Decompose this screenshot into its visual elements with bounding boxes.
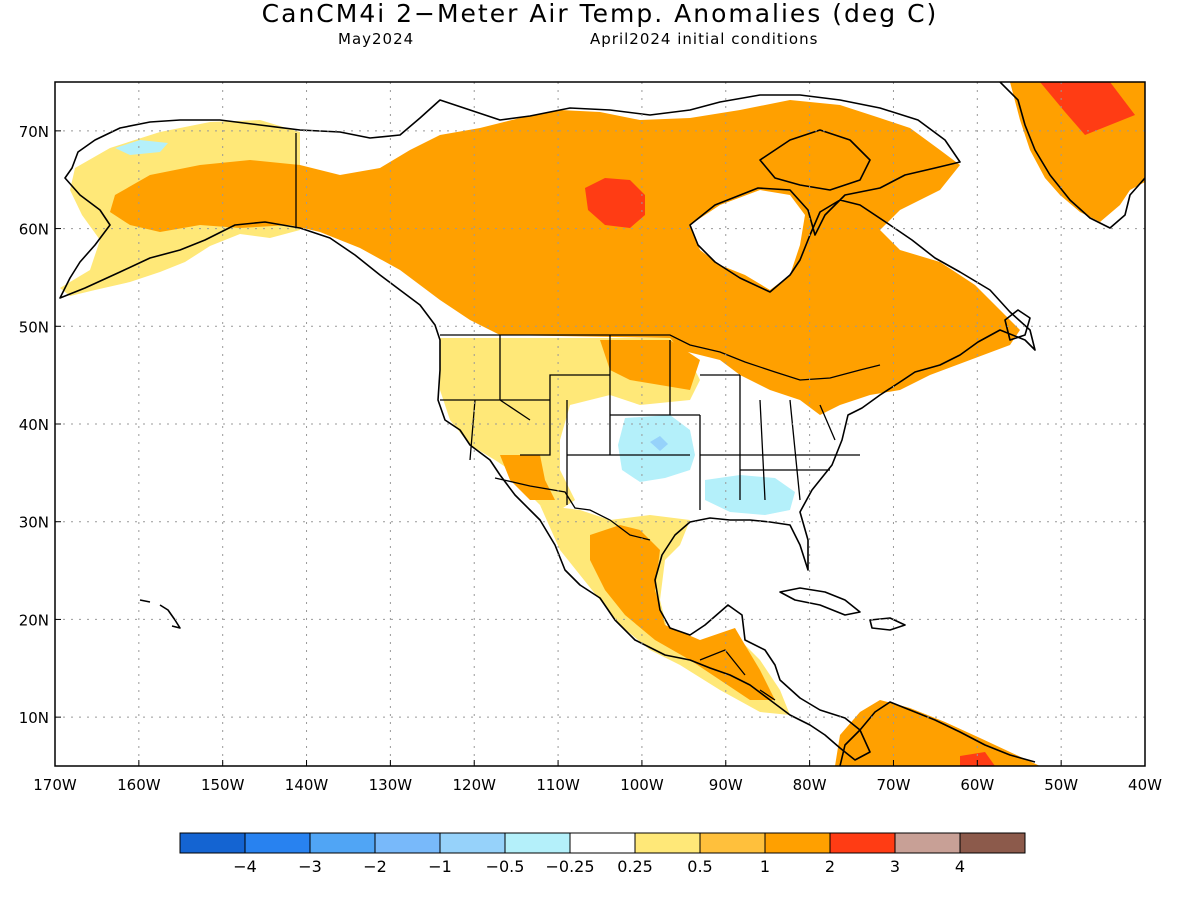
boundary-us-states (440, 335, 860, 510)
lon-tick-label: 50W (1044, 776, 1078, 794)
lat-tick-label: 40N (19, 416, 49, 434)
lat-tick-label: 70N (19, 123, 49, 141)
legend-label: 4 (955, 857, 965, 876)
legend-label: 2 (825, 857, 835, 876)
legend-label: −2 (363, 857, 387, 876)
coastlines (59, 82, 1145, 766)
lon-tick-label: 170W (33, 776, 77, 794)
lon-tick-label: 70W (877, 776, 911, 794)
lon-tick-label: 40W (1128, 776, 1162, 794)
legend-label: 0.25 (617, 857, 653, 876)
lat-tick-labels: 70N 60N 50N 40N 30N 20N 10N (19, 123, 61, 727)
lon-tick-label: 160W (117, 776, 161, 794)
anomaly-area-venezuela-max (960, 752, 995, 766)
anomaly-area-canada (110, 100, 1020, 415)
coastline-north-america (59, 94, 1036, 761)
lon-tick-label: 120W (452, 776, 496, 794)
legend-label: 1 (760, 857, 770, 876)
legend-swatch (569, 832, 636, 854)
initial-conditions-label: April2024 initial conditions (590, 30, 819, 48)
color-legend: −4 −3 −2 −1 −0.5 −0.25 0.25 0.5 1 2 3 4 (179, 832, 1026, 876)
legend-swatch (309, 832, 376, 854)
anomaly-area-mexico (590, 525, 775, 700)
coastline-cuba (779, 587, 861, 616)
legend-swatch (764, 832, 831, 854)
anomaly-area-southeast-cool (705, 475, 795, 515)
legend-swatch (699, 832, 766, 854)
lon-tick-label: 110W (536, 776, 580, 794)
lon-tick-label: 130W (369, 776, 413, 794)
legend-label: 0.5 (687, 857, 712, 876)
boundary-us-canada (440, 334, 881, 381)
anomaly-area-western-us (440, 338, 700, 510)
lat-tick-label: 60N (19, 221, 49, 239)
coastline-hawaii (139, 599, 181, 629)
legend-label: −4 (233, 857, 257, 876)
legend-swatch (959, 832, 1026, 854)
anomaly-area-south-america (835, 700, 1040, 766)
legend-swatch (894, 832, 961, 854)
anomaly-area-alaska-cool (115, 140, 168, 155)
lon-tick-label: 90W (709, 776, 743, 794)
legend-swatch (634, 832, 701, 854)
page-title: CanCM4i 2−Meter Air Temp. Anomalies (deg… (261, 0, 939, 28)
coastline-hispaniola (869, 617, 906, 631)
boundary-us-mexico (494, 477, 651, 541)
lon-tick-label: 150W (201, 776, 245, 794)
boundary-central-america (699, 649, 776, 701)
coastline-newfoundland (1004, 309, 1031, 341)
legend-swatch (439, 832, 506, 854)
anomaly-area-nunavut-max (585, 178, 645, 228)
lon-tick-label: 100W (620, 776, 664, 794)
anomaly-area-southwest (500, 455, 555, 500)
anomaly-area-central-plains (600, 340, 700, 390)
legend-label: −1 (428, 857, 452, 876)
anomaly-area-plains-cooler (650, 436, 668, 451)
lon-tick-label: 80W (793, 776, 827, 794)
lon-tick-label: 60W (960, 776, 994, 794)
legend-swatch (244, 832, 311, 854)
political-boundaries (295, 133, 881, 701)
legend-label: −0.5 (486, 857, 525, 876)
legend-swatch (829, 832, 896, 854)
forecast-month: May2024 (338, 30, 415, 48)
coastline-south-america (839, 701, 1036, 766)
legend-swatch (374, 832, 441, 854)
anomaly-shading (60, 82, 1145, 766)
lat-tick-label: 30N (19, 514, 49, 532)
lat-tick-label: 20N (19, 611, 49, 629)
legend-swatch (179, 832, 246, 854)
coastline-greenland (999, 82, 1145, 229)
coastline-baffin-island (759, 129, 871, 191)
legend-label: −0.25 (545, 857, 594, 876)
legend-swatch (504, 832, 571, 854)
hudson-bay (690, 190, 805, 290)
lat-tick-label: 10N (19, 709, 49, 727)
anomaly-area-greenland-max (1040, 82, 1135, 135)
anomaly-area-plains-cool (618, 415, 695, 482)
legend-label: −3 (298, 857, 322, 876)
legend-label: 3 (890, 857, 900, 876)
grid-lines (55, 82, 1145, 766)
lon-tick-labels: 170W 160W 150W 140W 130W 120W 110W 100W 90W 80W 70… (33, 760, 1162, 794)
lon-tick-label: 140W (285, 776, 329, 794)
lat-tick-label: 50N (19, 318, 49, 336)
